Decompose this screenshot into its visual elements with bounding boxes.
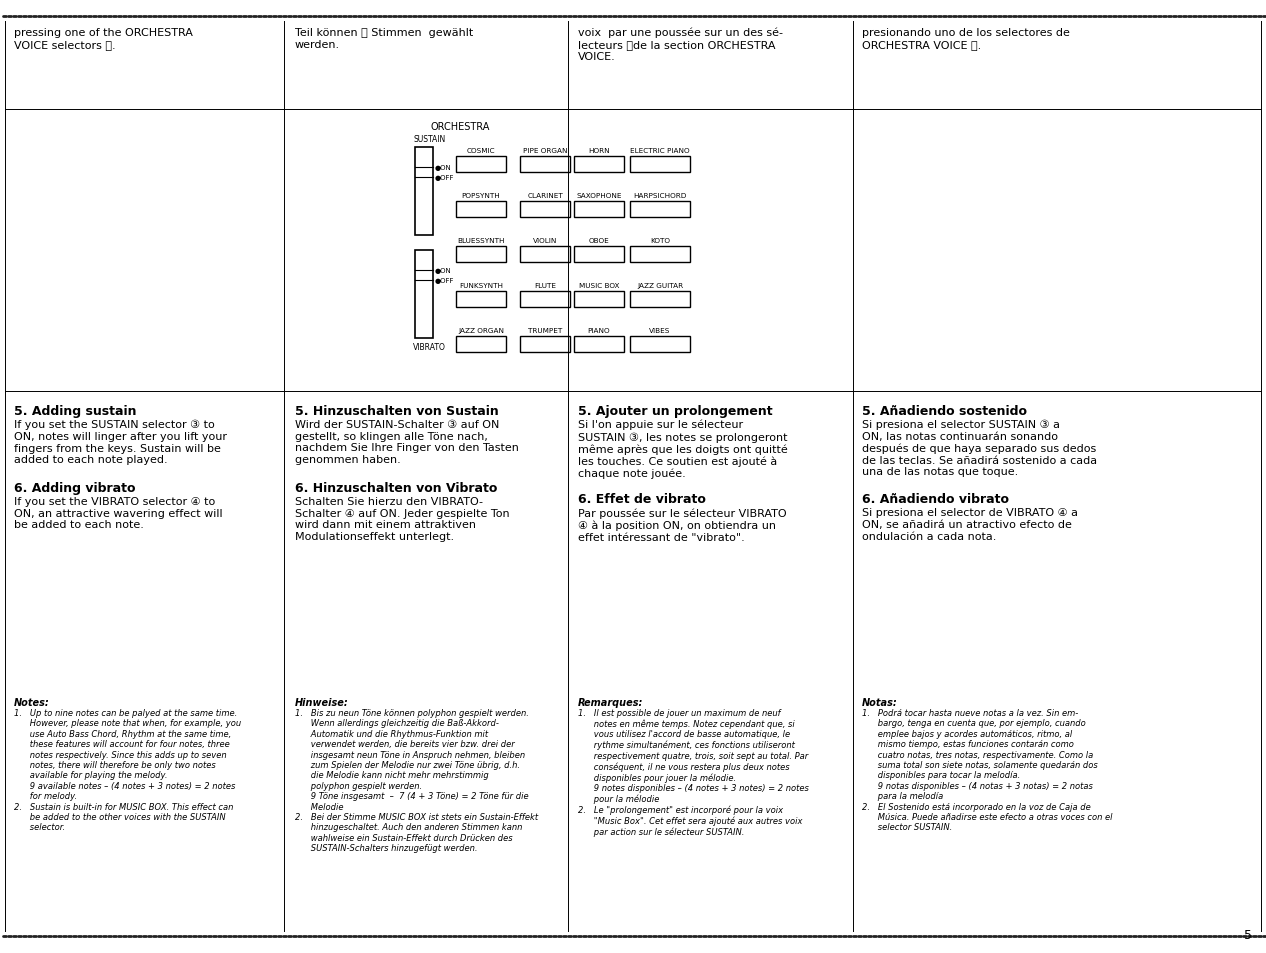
Text: Schalten Sie hierzu den VIBRATO-
Schalter ④ auf ON. Jeder gespielte Ton
wird dan: Schalten Sie hierzu den VIBRATO- Schalte…: [295, 497, 510, 541]
Text: If you set the SUSTAIN selector ③ to
ON, notes will linger after you lift your
f: If you set the SUSTAIN selector ③ to ON,…: [14, 419, 227, 465]
Text: voix  par une poussée sur un des sé-
lecteurs Ⓐde la section ORCHESTRA
VOICE.: voix par une poussée sur un des sé- lect…: [579, 28, 782, 62]
Text: SUSTAIN: SUSTAIN: [413, 135, 446, 144]
Text: 1.   Il est possible de jouer un maximum de neuf
      notes en même temps. Note: 1. Il est possible de jouer un maximum d…: [579, 708, 809, 837]
Text: 6. Hinzuschalten von Vibrato: 6. Hinzuschalten von Vibrato: [295, 481, 498, 495]
Text: JAZZ GUITAR: JAZZ GUITAR: [637, 283, 684, 289]
Text: ●ON: ●ON: [436, 165, 452, 171]
Bar: [456, 292, 506, 308]
Text: TRUMPET: TRUMPET: [528, 328, 562, 334]
Bar: [573, 202, 624, 218]
Text: MUSIC BOX: MUSIC BOX: [579, 283, 619, 289]
Text: VIBES: VIBES: [649, 328, 671, 334]
Text: 5. Adding sustain: 5. Adding sustain: [14, 405, 137, 417]
Text: Remarques:: Remarques:: [579, 698, 643, 707]
Text: Notas:: Notas:: [862, 698, 898, 707]
Text: ●OFF: ●OFF: [436, 277, 454, 284]
Text: Teil können Ⓐ Stimmen  gewählt
werden.: Teil können Ⓐ Stimmen gewählt werden.: [295, 28, 473, 50]
Text: ●OFF: ●OFF: [436, 174, 454, 181]
Bar: [520, 202, 570, 218]
Text: COSMIC: COSMIC: [467, 148, 495, 153]
Bar: [573, 247, 624, 263]
Text: Par poussée sur le sélecteur VIBRATO
④ à la position ON, on obtiendra un
effet i: Par poussée sur le sélecteur VIBRATO ④ à…: [579, 508, 786, 542]
Text: 5. Ajouter un prolongement: 5. Ajouter un prolongement: [579, 405, 772, 417]
Bar: [630, 157, 690, 172]
Text: VIBRATO: VIBRATO: [413, 343, 446, 352]
Bar: [630, 202, 690, 218]
Text: 5: 5: [1244, 928, 1252, 941]
Text: ●ON: ●ON: [436, 268, 452, 274]
Text: Wird der SUSTAIN-Schalter ③ auf ON
gestellt, so klingen alle Töne nach,
nachdem : Wird der SUSTAIN-Schalter ③ auf ON geste…: [295, 419, 519, 464]
Bar: [573, 157, 624, 172]
Text: 5. Añadiendo sostenido: 5. Añadiendo sostenido: [862, 405, 1027, 417]
Text: If you set the VIBRATO selector ④ to
ON, an attractive wavering effect will
be a: If you set the VIBRATO selector ④ to ON,…: [14, 497, 223, 530]
Text: HORN: HORN: [589, 148, 610, 153]
Text: ELECTRIC PIANO: ELECTRIC PIANO: [630, 148, 690, 153]
Bar: [520, 247, 570, 263]
Bar: [520, 292, 570, 308]
Text: SAXOPHONE: SAXOPHONE: [576, 193, 622, 199]
Text: presionando uno de los selectores de
ORCHESTRA VOICE Ⓐ.: presionando uno de los selectores de ORC…: [862, 28, 1070, 50]
Text: JAZZ ORGAN: JAZZ ORGAN: [458, 328, 504, 334]
Text: KOTO: KOTO: [649, 237, 670, 244]
Text: 1.   Up to nine notes can be palyed at the same time.
      However, please note: 1. Up to nine notes can be palyed at the…: [14, 708, 241, 832]
Text: Hinweise:: Hinweise:: [295, 698, 348, 707]
Text: CLARINET: CLARINET: [527, 193, 563, 199]
Text: Si l'on appuie sur le sélecteur
SUSTAIN ③, les notes se prolongeront
même après : Si l'on appuie sur le sélecteur SUSTAIN …: [579, 419, 787, 478]
Bar: [456, 336, 506, 353]
Bar: [630, 247, 690, 263]
Text: 1.   Bis zu neun Töne können polyphon gespielt werden.
      Wenn allerdings gle: 1. Bis zu neun Töne können polyphon gesp…: [295, 708, 538, 852]
Text: Si presiona el selector de VIBRATO ④ a
ON, se añadirá un atractivo efecto de
ond: Si presiona el selector de VIBRATO ④ a O…: [862, 508, 1079, 541]
Text: 6. Effet de vibrato: 6. Effet de vibrato: [579, 493, 706, 506]
Bar: [415, 148, 433, 235]
Text: ORCHESTRA: ORCHESTRA: [430, 122, 490, 132]
Text: FUNKSYNTH: FUNKSYNTH: [460, 283, 503, 289]
Bar: [456, 247, 506, 263]
Bar: [520, 157, 570, 172]
Text: Si presiona el selector SUSTAIN ③ a
ON, las notas continuarán sonando
después de: Si presiona el selector SUSTAIN ③ a ON, …: [862, 419, 1098, 476]
Text: 6. Adding vibrato: 6. Adding vibrato: [14, 481, 135, 495]
Bar: [573, 336, 624, 353]
Bar: [573, 292, 624, 308]
Text: pressing one of the ORCHESTRA
VOICE selectors Ⓐ.: pressing one of the ORCHESTRA VOICE sele…: [14, 28, 192, 50]
Bar: [415, 251, 433, 338]
Text: PIANO: PIANO: [587, 328, 610, 334]
Text: PIPE ORGAN: PIPE ORGAN: [523, 148, 567, 153]
Text: 5. Hinzuschalten von Sustain: 5. Hinzuschalten von Sustain: [295, 405, 499, 417]
Text: VIOLIN: VIOLIN: [533, 237, 557, 244]
Text: 1.   Podrá tocar hasta nueve notas a la vez. Sin em-
      bargo, tenga en cuent: 1. Podrá tocar hasta nueve notas a la ve…: [862, 708, 1113, 832]
Text: HARPSICHORD: HARPSICHORD: [633, 193, 686, 199]
Bar: [630, 336, 690, 353]
Text: OBOE: OBOE: [589, 237, 609, 244]
Bar: [520, 336, 570, 353]
Bar: [456, 157, 506, 172]
Text: POPSYNTH: POPSYNTH: [462, 193, 500, 199]
Text: BLUESSYNTH: BLUESSYNTH: [457, 237, 505, 244]
Text: 6. Añadiendo vibrato: 6. Añadiendo vibrato: [862, 493, 1009, 506]
Text: Notes:: Notes:: [14, 698, 49, 707]
Bar: [456, 202, 506, 218]
Bar: [630, 292, 690, 308]
Text: FLUTE: FLUTE: [534, 283, 556, 289]
